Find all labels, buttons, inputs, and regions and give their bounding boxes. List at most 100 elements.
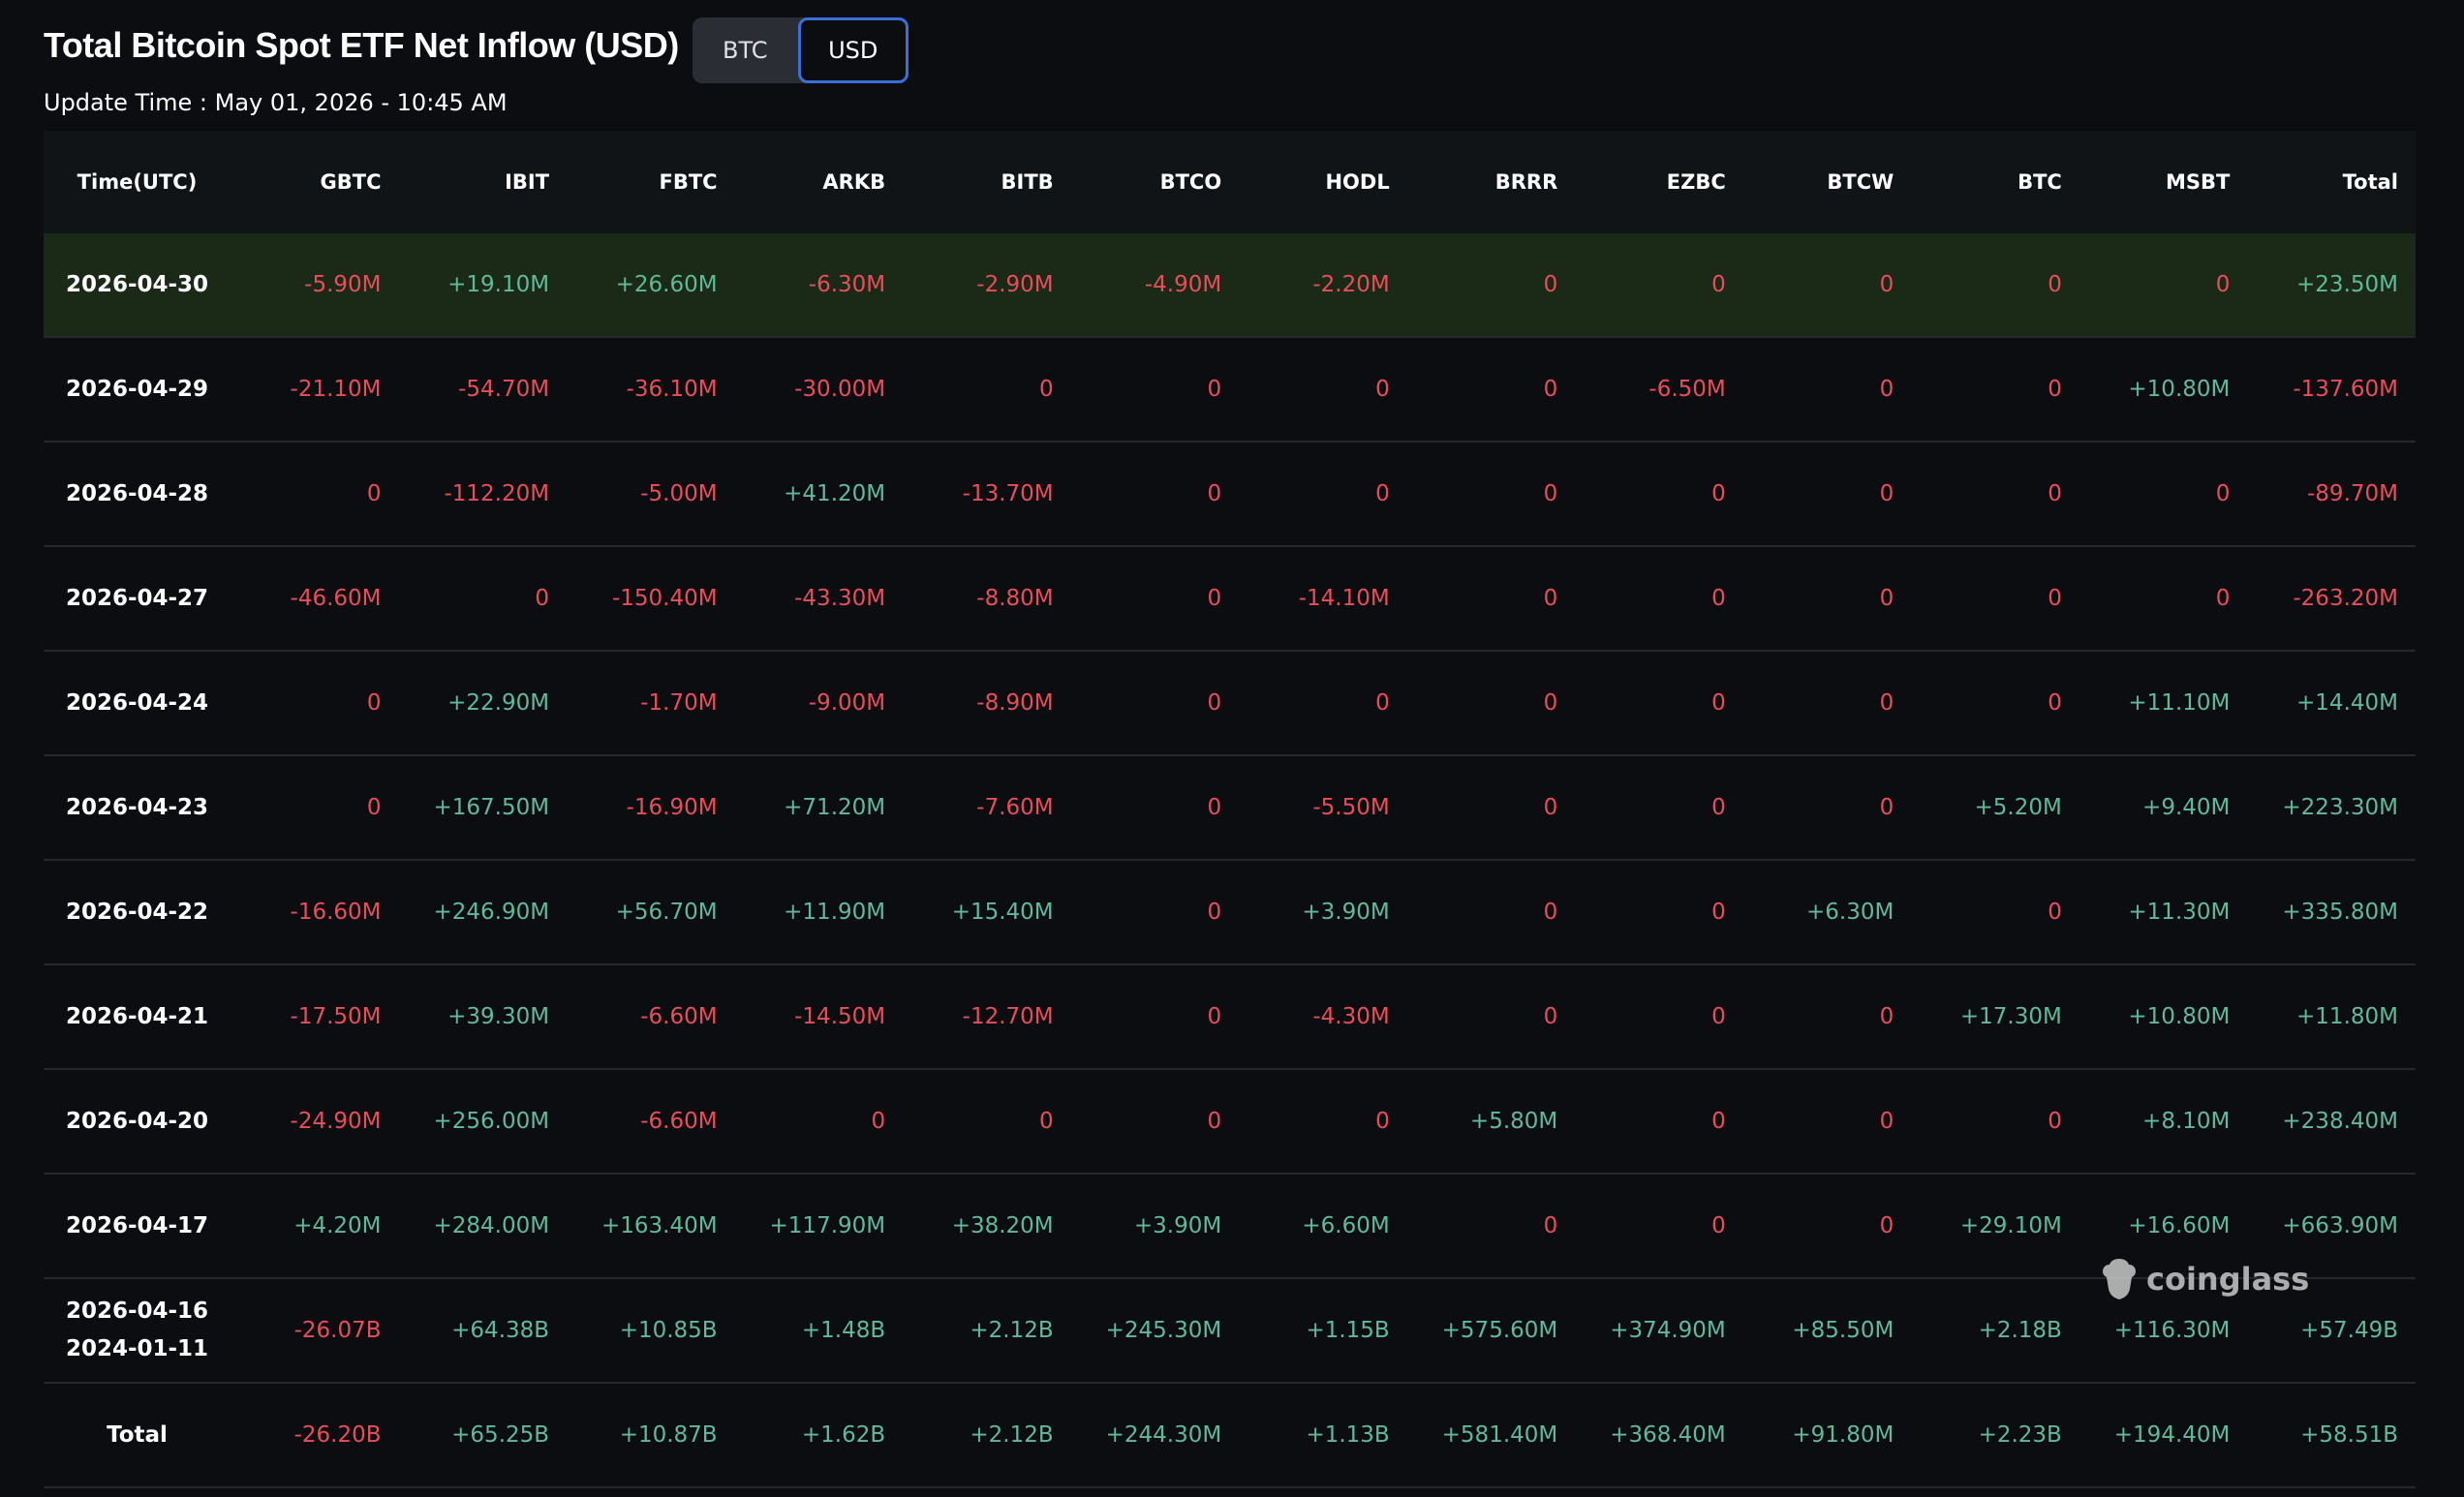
flow-cell: 0	[1575, 860, 1743, 965]
flow-cell: +1.62B	[734, 1383, 904, 1488]
flow-cell: -24.90M	[231, 1069, 399, 1175]
flow-cell: 0	[1742, 1174, 1912, 1279]
flow-cell: +91.80M	[1742, 1383, 1912, 1488]
flow-cell: -17.50M	[231, 964, 399, 1070]
table-row: 2026-04-17 +4.20M +284.00M +163.40M +117.90M…	[44, 1174, 2416, 1279]
table-row: Total -26.20B +65.25B +10.87B +1.62B +2.12B +2…	[44, 1383, 2416, 1488]
flow-cell: +58.51B	[2247, 1383, 2416, 1488]
flow-cell: +23.50M	[2247, 233, 2416, 338]
flow-cell: 0	[1575, 1069, 1743, 1175]
update-time: Update Time : May 01, 2026 - 10:45 AM	[44, 89, 508, 116]
flow-cell: +11.80M	[2247, 964, 2416, 1070]
flow-cell: -6.30M	[734, 233, 904, 338]
flow-cell: 0	[1406, 233, 1576, 338]
column-header: MSBT	[2079, 131, 2248, 233]
flow-cell: -36.10M	[567, 337, 735, 443]
flow-cell: -46.60M	[231, 546, 399, 652]
flow-cell: -2.20M	[1239, 233, 1407, 338]
time-cell: 2026-04-28	[44, 442, 231, 547]
flow-cell: +8.10M	[2079, 1069, 2248, 1175]
flow-cell: 0	[1575, 964, 1743, 1070]
flow-cell: 0	[1575, 1174, 1743, 1279]
flow-cell: -8.80M	[903, 546, 1071, 652]
flow-cell: +223.30M	[2247, 755, 2416, 861]
flow-cell: +16.60M	[2079, 1174, 2248, 1279]
flow-cell: 0	[231, 442, 399, 547]
flow-cell: -5.00M	[567, 442, 735, 547]
flow-cell: +15.40M	[903, 860, 1071, 965]
flow-cell: +245.30M	[1070, 1278, 1240, 1384]
flow-cell: +11.30M	[2079, 860, 2248, 965]
flow-cell: +581.40M	[1406, 1383, 1576, 1488]
time-cell: 2026-04-17	[44, 1174, 231, 1279]
column-header: BITB	[903, 131, 1071, 233]
flow-cell: -26.07B	[231, 1278, 399, 1384]
flow-cell: +167.50M	[398, 755, 568, 861]
flow-cell: +335.80M	[2247, 860, 2416, 965]
flow-cell: -263.20M	[2247, 546, 2416, 652]
flow-cell: +22.90M	[398, 651, 568, 756]
flow-cell: 0	[1742, 1069, 1912, 1175]
watermark: coinglass	[2100, 1257, 2309, 1301]
flow-cell: 0	[1742, 337, 1912, 443]
flow-cell: 0	[1239, 651, 1407, 756]
flow-cell: +194.40M	[2079, 1383, 2248, 1488]
flow-cell: 0	[1406, 546, 1576, 652]
flow-cell: -5.90M	[231, 233, 399, 338]
flow-cell: 0	[1742, 964, 1912, 1070]
flow-cell: -26.20B	[231, 1383, 399, 1488]
toggle-btc[interactable]: BTC	[723, 37, 768, 64]
flow-cell: 0	[1911, 1069, 2079, 1175]
flow-cell: +6.30M	[1742, 860, 1912, 965]
flow-cell: -89.70M	[2247, 442, 2416, 547]
flow-cell: +10.87B	[567, 1383, 735, 1488]
flow-cell: 0	[1911, 651, 2079, 756]
table-row: 2026-04-24 0 +22.90M -1.70M -9.00M -8.90M 0 0 0 0…	[44, 651, 2416, 756]
flow-cell: 0	[1742, 546, 1912, 652]
flow-cell: 0	[1070, 964, 1240, 1070]
table-row: 2026-04-28 0 -112.20M -5.00M +41.20M -13.70M 0…	[44, 442, 2416, 547]
flow-cell: +14.40M	[2247, 651, 2416, 756]
flow-cell: 0	[1575, 233, 1743, 338]
flow-cell: +9.40M	[2079, 755, 2248, 861]
table-row: 2026-04-27 -46.60M 0 -150.40M -43.30M -8.80M 0…	[44, 546, 2416, 652]
flow-cell: +2.12B	[903, 1278, 1071, 1384]
flow-cell: 0	[398, 546, 568, 652]
flow-cell: +65.25B	[398, 1383, 568, 1488]
flow-cell: +575.60M	[1406, 1278, 1576, 1384]
toggle-usd[interactable]: USD	[797, 17, 909, 83]
column-header: FBTC	[567, 131, 735, 233]
flow-cell: 0	[1742, 442, 1912, 547]
flow-cell: +374.90M	[1575, 1278, 1743, 1384]
flow-cell: -150.40M	[567, 546, 735, 652]
flow-cell: +3.90M	[1070, 1174, 1240, 1279]
flow-cell: +11.90M	[734, 860, 904, 965]
watermark-text: coinglass	[2146, 1261, 2310, 1298]
flow-cell: +1.13B	[1239, 1383, 1407, 1488]
flow-cell: -13.70M	[903, 442, 1071, 547]
flow-cell: 0	[231, 651, 399, 756]
flow-cell: 0	[1070, 860, 1240, 965]
flow-cell: 0	[1070, 337, 1240, 443]
table-row: 2026-04-29 -21.10M -54.70M -36.10M -30.00M 0 0…	[44, 337, 2416, 443]
flow-cell: -21.10M	[231, 337, 399, 443]
flow-cell: +26.60M	[567, 233, 735, 338]
time-cell: 2026-04-21	[44, 964, 231, 1070]
flow-cell: -6.50M	[1575, 337, 1743, 443]
flow-cell: 0	[1575, 651, 1743, 756]
flow-cell: +2.12B	[903, 1383, 1071, 1488]
flow-cell: -9.00M	[734, 651, 904, 756]
flow-cell: +3.90M	[1239, 860, 1407, 965]
time-cell: 2026-04-29	[44, 337, 231, 443]
flow-cell: 0	[1575, 755, 1743, 861]
flow-cell: +2.18B	[1911, 1278, 2079, 1384]
flow-cell: +284.00M	[398, 1174, 568, 1279]
flow-cell: 0	[903, 337, 1071, 443]
flow-cell: 0	[1911, 546, 2079, 652]
flow-cell: -2.90M	[903, 233, 1071, 338]
column-header: Time(UTC)	[44, 131, 231, 233]
flow-cell: 0	[1911, 860, 2079, 965]
flow-cell: 0	[1742, 233, 1912, 338]
flow-cell: +2.23B	[1911, 1383, 2079, 1488]
